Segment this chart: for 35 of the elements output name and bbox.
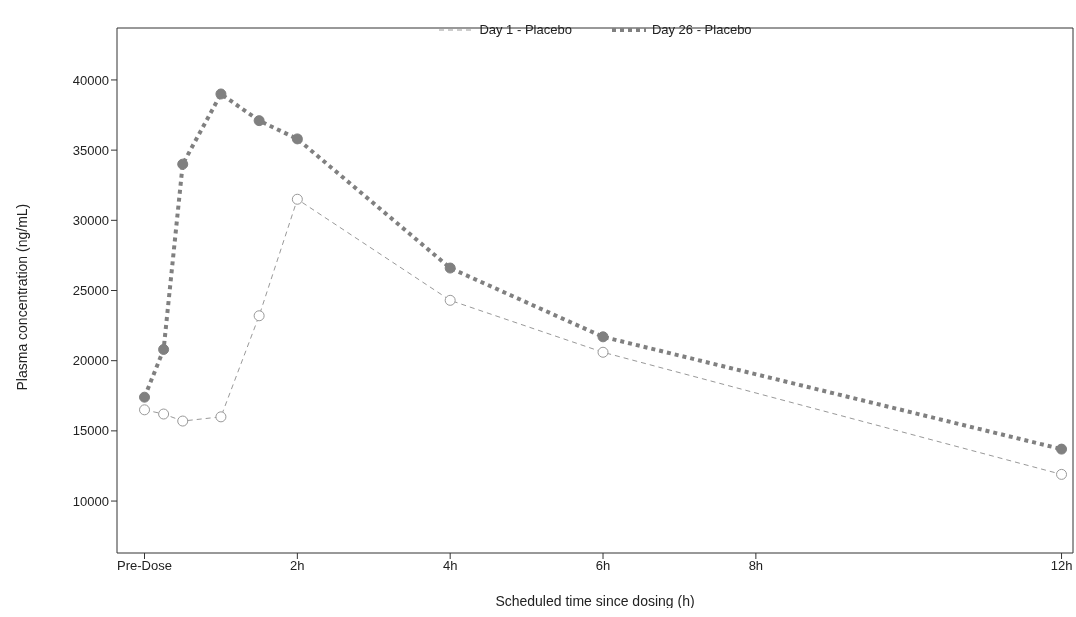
point — [253, 115, 265, 127]
y-tick-label: 10000 — [72, 493, 109, 509]
point — [139, 391, 151, 403]
x-tick-label: 8h — [748, 558, 764, 574]
point — [1056, 443, 1068, 455]
point — [215, 411, 227, 423]
point — [177, 415, 189, 427]
y-tick-label: 20000 — [72, 353, 109, 369]
x-tick-label: 12h — [1050, 558, 1073, 574]
y-tick-label: 35000 — [72, 142, 109, 158]
point — [177, 158, 189, 170]
x-axis-title: Scheduled time since dosing (h) — [495, 593, 695, 609]
point — [158, 343, 170, 355]
y-axis-title: Plasma concentration (ng/mL) — [13, 203, 30, 391]
point — [444, 262, 456, 274]
y-tick-label: 15000 — [72, 423, 109, 439]
legend-label: Day 26 - Placebo — [651, 22, 752, 37]
x-tick-label: 2h — [290, 558, 305, 574]
point — [139, 404, 151, 416]
point — [444, 294, 456, 306]
point — [253, 310, 265, 322]
point — [291, 193, 303, 205]
legend-label: Day 1 - Placebo — [479, 22, 572, 37]
y-tick-label: 40000 — [72, 72, 109, 88]
point — [215, 88, 227, 100]
y-tick-label: 30000 — [72, 212, 109, 228]
point — [158, 408, 170, 420]
x-tick-label: 6h — [595, 558, 611, 574]
x-tick-label: Pre-Dose — [117, 558, 172, 574]
point — [1056, 468, 1068, 480]
point — [291, 133, 303, 145]
point — [597, 346, 609, 358]
y-tick-label: 25000 — [72, 283, 109, 299]
point — [597, 331, 609, 343]
x-tick-label: 4h — [442, 558, 458, 574]
